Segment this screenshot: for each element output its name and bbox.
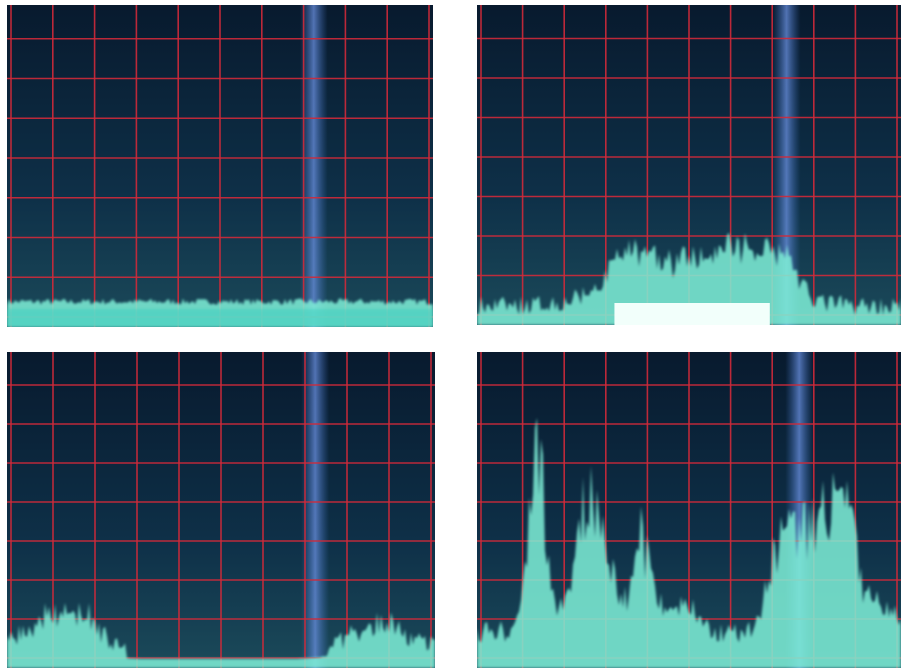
trace-fill (614, 303, 769, 325)
screen-photo (477, 352, 901, 668)
trace-floor (7, 309, 433, 327)
screen-photo (7, 352, 435, 668)
page (0, 0, 901, 672)
screen-photo (477, 5, 901, 325)
screen-photo (7, 5, 433, 327)
